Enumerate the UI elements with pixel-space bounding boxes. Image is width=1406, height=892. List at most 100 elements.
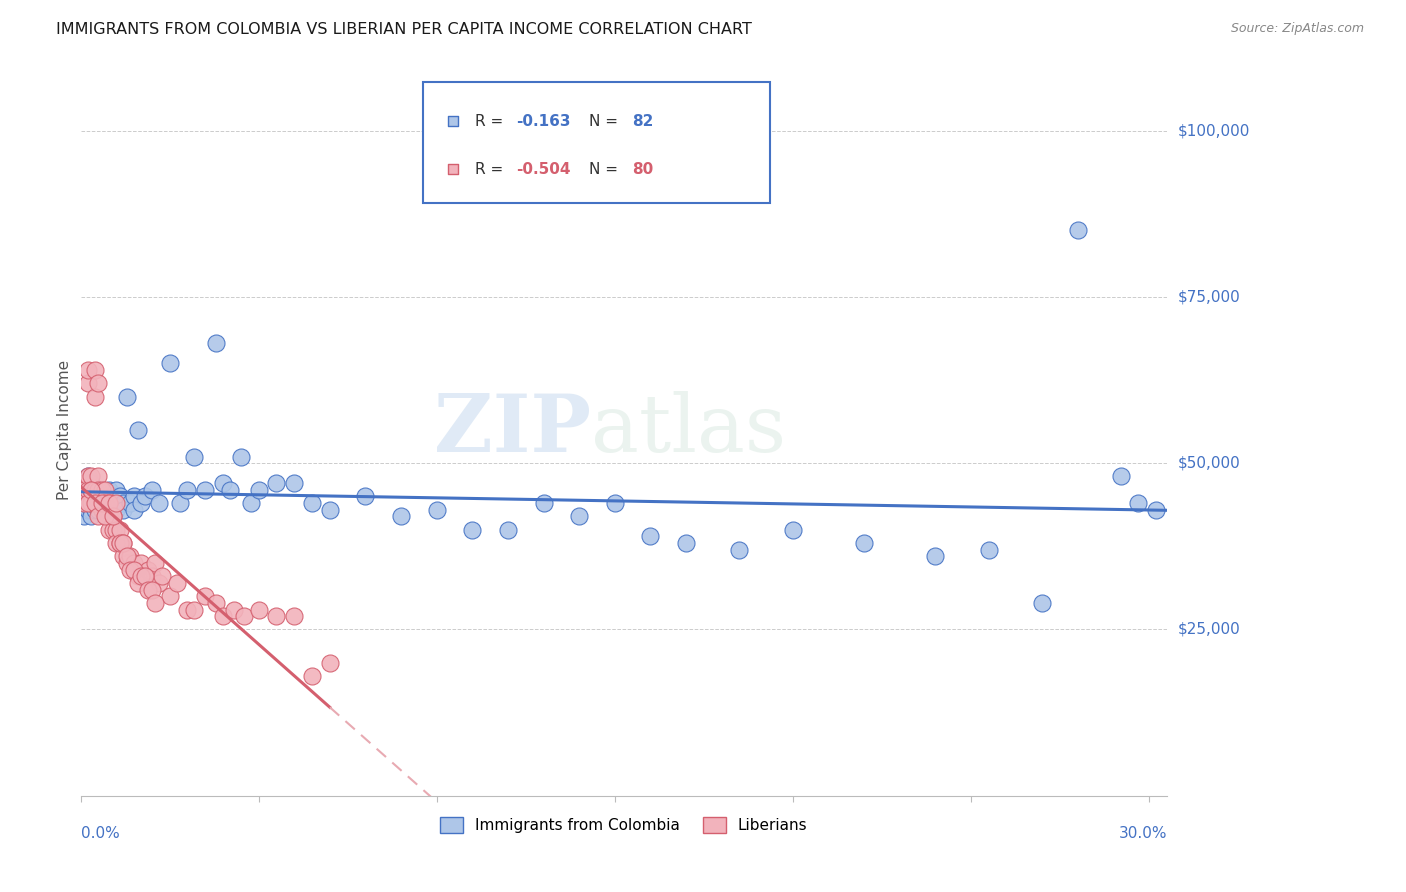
Point — [143, 556, 166, 570]
Point — [603, 496, 626, 510]
Point — [105, 496, 128, 510]
Point — [152, 569, 174, 583]
Point — [122, 556, 145, 570]
Point — [76, 363, 98, 377]
Point — [1067, 223, 1090, 237]
Point — [101, 509, 124, 524]
Text: 80: 80 — [633, 161, 654, 177]
Point — [120, 496, 142, 510]
Point — [1167, 509, 1189, 524]
Point — [129, 556, 152, 570]
Point — [94, 483, 117, 497]
Point — [80, 490, 103, 504]
Point — [1191, 516, 1213, 530]
Point — [76, 483, 98, 497]
Point — [87, 509, 110, 524]
Point — [87, 496, 110, 510]
Point — [240, 496, 263, 510]
Point — [101, 502, 124, 516]
Point — [1144, 502, 1167, 516]
Point — [87, 483, 110, 497]
Point — [98, 523, 121, 537]
Point — [76, 469, 98, 483]
Point — [108, 536, 131, 550]
Point — [83, 483, 105, 497]
Point — [1109, 469, 1132, 483]
Point — [90, 502, 112, 516]
Point — [148, 496, 170, 510]
Point — [461, 523, 484, 537]
Point — [98, 496, 121, 510]
Point — [122, 490, 145, 504]
Text: R =: R = — [475, 114, 508, 129]
Point — [83, 390, 105, 404]
Point — [80, 469, 103, 483]
Point — [675, 536, 697, 550]
Point — [108, 490, 131, 504]
Point — [319, 656, 342, 670]
Point — [134, 569, 156, 583]
Point — [354, 490, 377, 504]
Point — [80, 483, 103, 497]
Point — [233, 609, 256, 624]
Point — [90, 502, 112, 516]
Point — [90, 496, 112, 510]
Point — [80, 502, 103, 516]
Point — [87, 469, 110, 483]
Point — [205, 596, 228, 610]
Point — [640, 529, 662, 543]
Point — [120, 563, 142, 577]
Point — [101, 523, 124, 537]
Point — [728, 542, 751, 557]
Text: Source: ZipAtlas.com: Source: ZipAtlas.com — [1230, 22, 1364, 36]
Point — [426, 502, 449, 516]
Point — [222, 602, 245, 616]
Point — [83, 496, 105, 510]
Point — [112, 549, 135, 564]
Point — [101, 509, 124, 524]
Point — [141, 582, 163, 597]
Point — [83, 496, 105, 510]
Point — [105, 496, 128, 510]
Point — [122, 502, 145, 516]
Point — [283, 476, 305, 491]
FancyBboxPatch shape — [423, 82, 770, 203]
Point — [183, 450, 205, 464]
Text: N =: N = — [589, 114, 623, 129]
Text: -0.504: -0.504 — [516, 161, 571, 177]
Point — [176, 602, 198, 616]
Point — [73, 496, 96, 510]
Text: R =: R = — [475, 161, 508, 177]
Point — [105, 483, 128, 497]
Point — [87, 490, 110, 504]
Point — [301, 669, 323, 683]
Point — [127, 575, 149, 590]
Point — [76, 376, 98, 391]
Point — [73, 483, 96, 497]
Point — [98, 509, 121, 524]
Point — [76, 496, 98, 510]
Point — [247, 483, 270, 497]
Point — [112, 502, 135, 516]
Point — [115, 549, 138, 564]
Point — [83, 483, 105, 497]
Point — [87, 496, 110, 510]
Point — [136, 563, 159, 577]
Point — [1291, 789, 1313, 803]
Point — [129, 569, 152, 583]
Point — [76, 502, 98, 516]
Point — [1031, 596, 1053, 610]
Point — [76, 483, 98, 497]
Point — [90, 483, 112, 497]
Point — [301, 496, 323, 510]
Point — [73, 509, 96, 524]
Point — [87, 502, 110, 516]
Point — [496, 523, 519, 537]
Point — [105, 502, 128, 516]
Point — [136, 582, 159, 597]
Point — [105, 536, 128, 550]
Point — [73, 476, 96, 491]
Point — [120, 549, 142, 564]
Point — [83, 490, 105, 504]
Point — [108, 523, 131, 537]
